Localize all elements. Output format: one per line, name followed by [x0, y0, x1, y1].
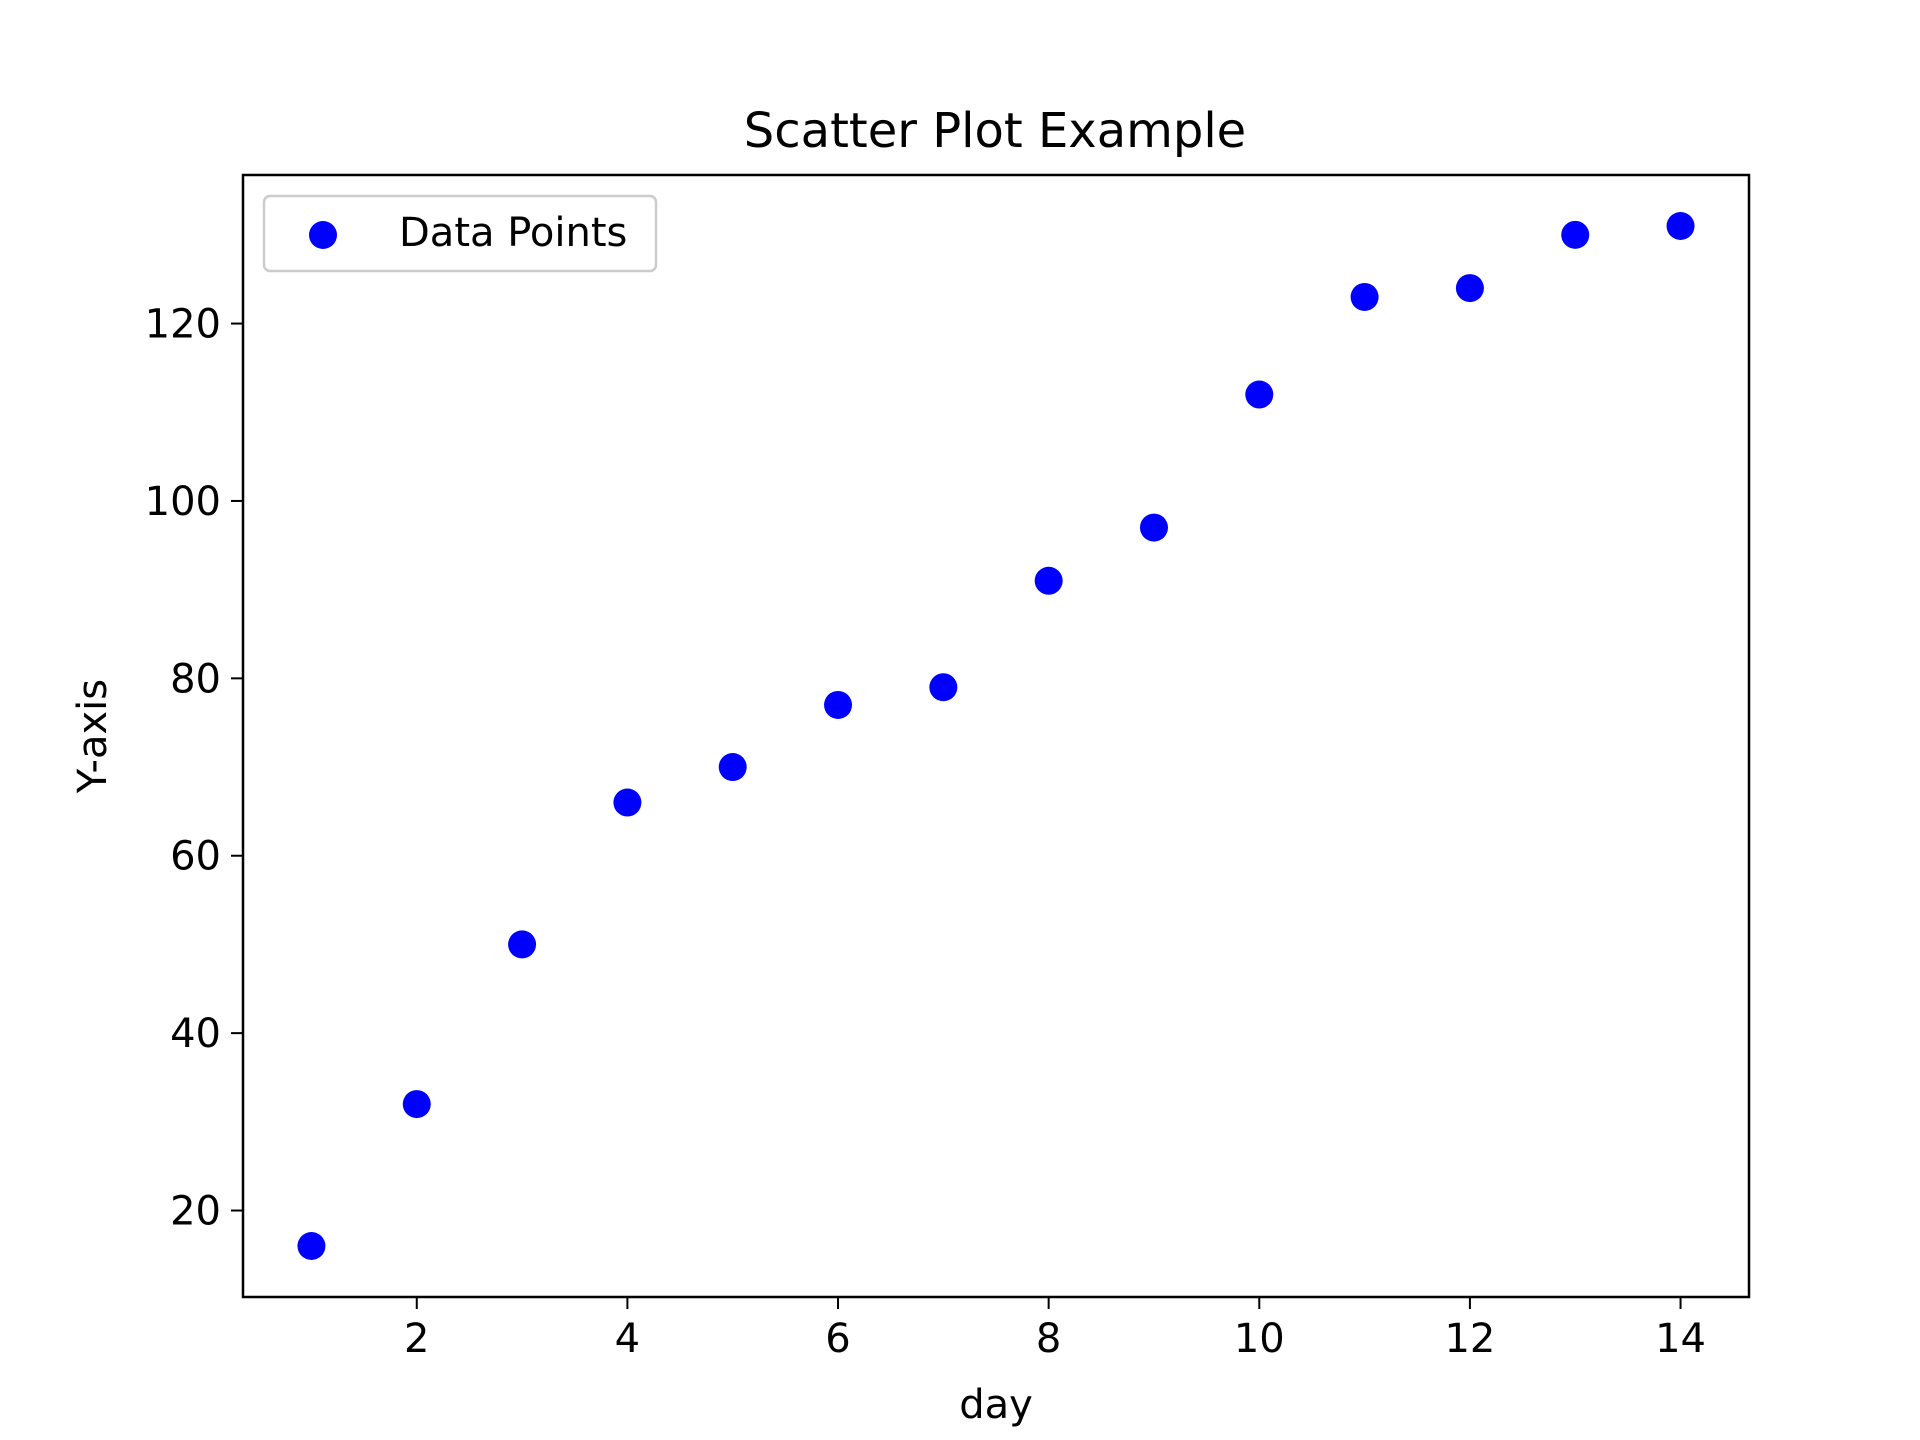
legend: Data Points: [262, 194, 658, 273]
x-tick-label: 10: [1234, 1316, 1285, 1362]
y-axis-label: Y-axis: [70, 679, 116, 794]
y-tick-label: 40: [170, 1011, 221, 1057]
data-point: [1561, 220, 1590, 249]
data-point: [718, 753, 747, 782]
legend-label: Data Points: [399, 210, 627, 256]
y-tick-label: 20: [170, 1189, 221, 1235]
y-axis-ticks: 20 40 60 80 100 120: [145, 302, 243, 1235]
data-point: [824, 690, 853, 719]
x-axis-label: day: [959, 1382, 1033, 1428]
x-tick-label: 8: [1036, 1316, 1061, 1362]
data-point: [297, 1232, 326, 1260]
x-tick-label: 6: [825, 1316, 850, 1362]
data-points: [297, 212, 1695, 1260]
data-point: [1139, 513, 1168, 542]
data-point: [508, 930, 537, 959]
data-point: [1245, 380, 1274, 409]
plot-area-frame: [241, 173, 1751, 1299]
data-point: [613, 788, 642, 817]
data-point: [1350, 282, 1379, 311]
x-tick-label: 14: [1655, 1316, 1706, 1362]
data-point: [1666, 212, 1695, 240]
x-tick-label: 12: [1444, 1316, 1495, 1362]
x-tick-label: 4: [615, 1316, 640, 1362]
legend-box: [262, 194, 658, 273]
x-axis-ticks: 2 4 6 8 10 12 14: [404, 1297, 1706, 1362]
data-point: [402, 1090, 431, 1119]
data-point: [929, 673, 958, 702]
y-tick-label: 100: [145, 479, 221, 525]
data-point: [1034, 566, 1063, 595]
chart-title: Scatter Plot Example: [744, 103, 1246, 159]
y-tick-label: 60: [170, 834, 221, 880]
y-tick-label: 80: [170, 656, 221, 702]
x-tick-label: 2: [404, 1316, 429, 1362]
y-tick-label: 120: [145, 302, 221, 348]
data-point: [1455, 274, 1484, 303]
legend-marker: [309, 221, 337, 249]
